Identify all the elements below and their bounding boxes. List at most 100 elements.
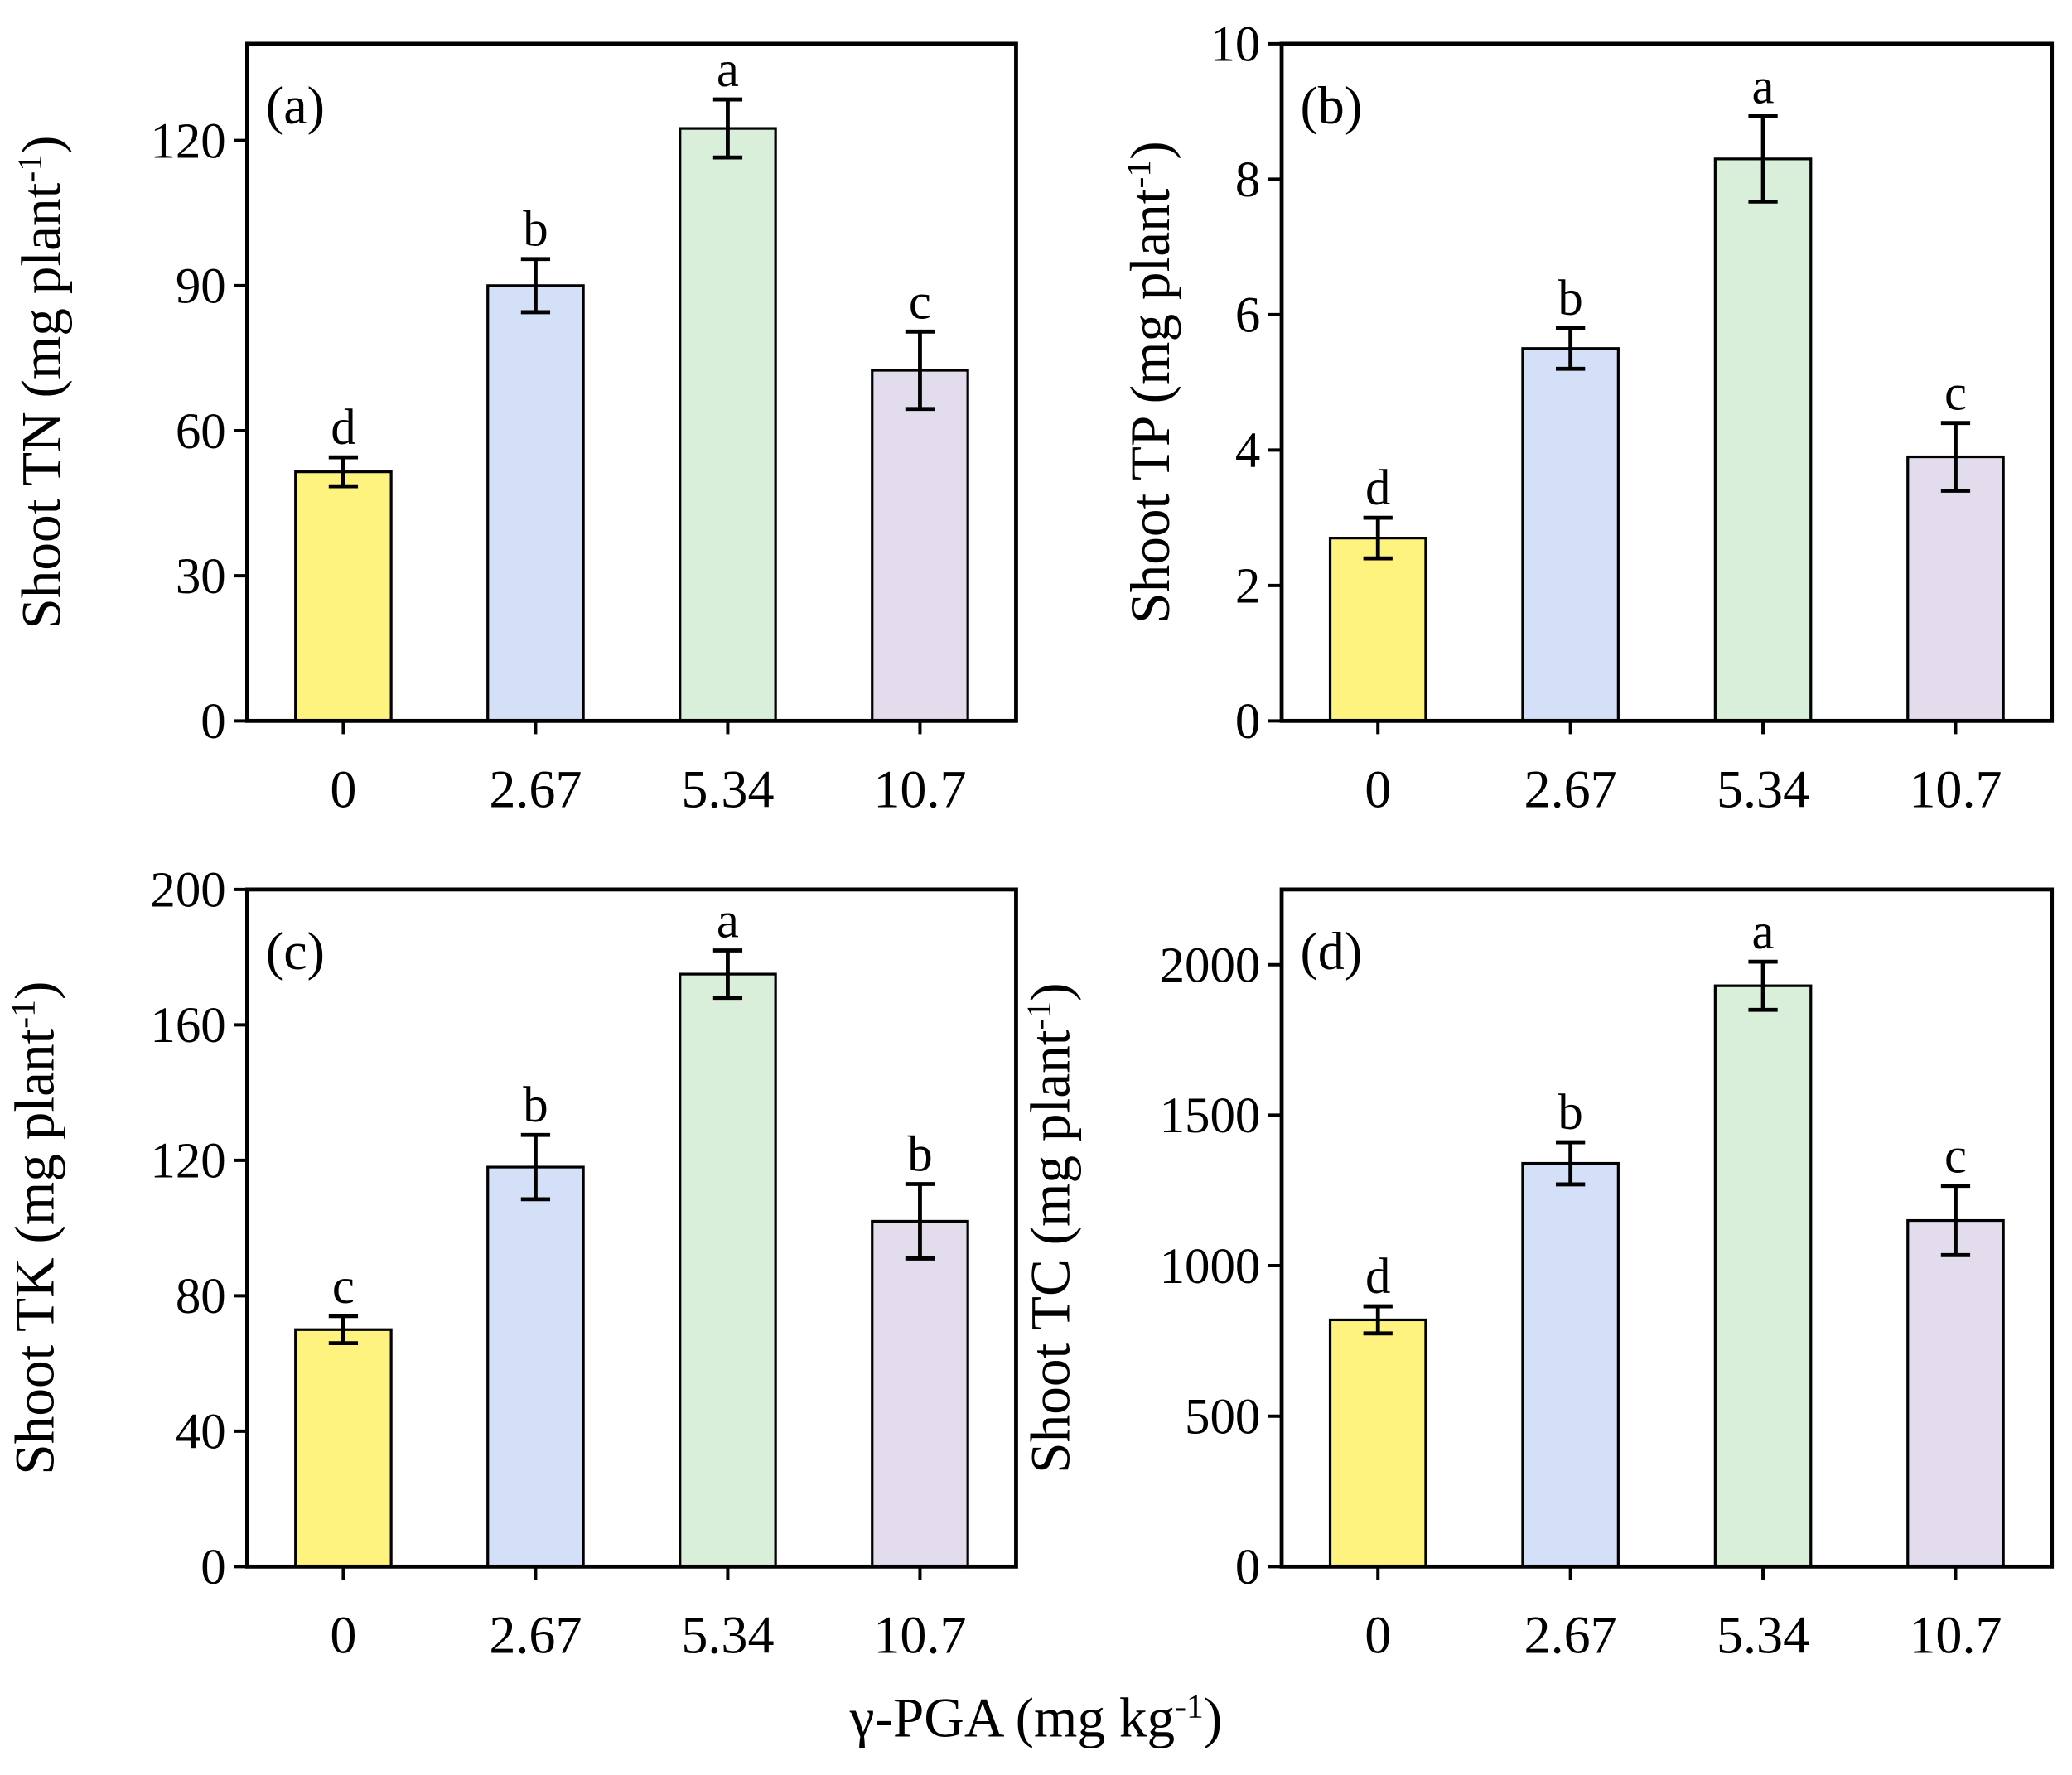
bar xyxy=(871,369,969,722)
x-tick-label: 2.67 xyxy=(1524,760,1617,819)
y-label-end: ) xyxy=(3,982,65,1000)
x-tick-label: 5.34 xyxy=(681,760,774,819)
y-tick-label: 90 xyxy=(176,259,226,315)
error-bar xyxy=(520,1132,551,1202)
y-tick-label: 80 xyxy=(176,1269,226,1324)
y-tick-label: 10 xyxy=(1210,17,1260,73)
bar xyxy=(871,1219,969,1568)
panel: 0 40 80 120 160 200 c 0 b 2.67 a 5.34 b 10.7 (c) Shoot … xyxy=(3,863,1018,1665)
x-tick-label: 0 xyxy=(330,1606,356,1665)
y-label-sup: -1 xyxy=(11,154,49,183)
y-tick-label: 160 xyxy=(150,998,225,1054)
x-tick-label: 0 xyxy=(1364,1606,1391,1665)
x-tick-label: 2.67 xyxy=(489,760,582,819)
y-label-text: Shoot TP (mg plant xyxy=(1119,188,1181,624)
significance-letter: d xyxy=(1365,461,1390,516)
y-label-text: Shoot TC (mg plant xyxy=(1020,1030,1082,1474)
x-tick-label: 0 xyxy=(330,760,356,819)
y-tick-label: 1000 xyxy=(1160,1239,1261,1295)
bar xyxy=(1713,984,1813,1568)
x-tick-label: 10.7 xyxy=(873,760,966,819)
x-tick-label: 5.34 xyxy=(1717,760,1809,819)
y-tick-label: 120 xyxy=(150,1134,225,1189)
significance-letter: a xyxy=(717,893,739,948)
bar xyxy=(679,127,777,722)
significance-letter: b xyxy=(1558,271,1582,326)
plot-frame xyxy=(245,887,1018,1569)
significance-letter: a xyxy=(1752,59,1775,114)
x-tick-label: 10.7 xyxy=(873,1606,966,1665)
y-tick-label: 2 xyxy=(1235,559,1260,615)
y-label-sup: -1 xyxy=(1120,160,1158,189)
bar xyxy=(1328,1318,1427,1568)
panel-label: (c) xyxy=(266,922,325,981)
significance-letter: b xyxy=(523,202,548,258)
y-tick-label: 0 xyxy=(200,1540,225,1595)
error-bar xyxy=(1748,959,1778,1012)
bar xyxy=(486,1165,585,1568)
y-tick-label: 40 xyxy=(176,1405,226,1460)
error-bar xyxy=(1940,421,1971,493)
y-tick-label: 0 xyxy=(1235,1540,1260,1595)
y-tick-label: 500 xyxy=(1185,1390,1260,1445)
significance-letter: b xyxy=(523,1078,548,1133)
bar xyxy=(1906,455,2005,722)
significance-letter: d xyxy=(1365,1249,1390,1305)
significance-letter: a xyxy=(717,42,739,98)
y-axis-label: Shoot TN (mg plant-1) xyxy=(10,136,72,629)
panel-label: (d) xyxy=(1300,922,1362,981)
panel: 0 30 60 90 120 d 0 b 2.67 a 5.34 c 10.7 (a) Shoot TN (… xyxy=(10,41,1018,819)
error-bar xyxy=(1940,1184,1971,1257)
x-tick-label: 2.67 xyxy=(1524,1606,1617,1665)
x-label-end: ) xyxy=(1204,1687,1222,1749)
y-tick-label: 6 xyxy=(1235,288,1260,344)
bar xyxy=(1521,347,1620,722)
bar xyxy=(1906,1218,2005,1568)
y-label-end: ) xyxy=(1020,982,1082,1001)
significance-letter: c xyxy=(909,274,931,330)
y-tick-label: 2000 xyxy=(1160,938,1261,994)
x-tick-label: 0 xyxy=(1364,760,1391,819)
y-axis-label: Shoot TC (mg plant-1) xyxy=(1020,982,1082,1473)
significance-letter: b xyxy=(907,1126,932,1182)
error-bar xyxy=(905,329,935,412)
x-tick-label: 10.7 xyxy=(1909,1606,2002,1665)
error-bar xyxy=(520,257,551,315)
x-tick-label: 2.67 xyxy=(489,1606,582,1665)
error-bar xyxy=(328,455,359,489)
panel-label: (b) xyxy=(1300,76,1362,135)
x-axis-label: γ-PGA (mg kg-1) xyxy=(849,1687,1223,1749)
bar xyxy=(486,284,585,722)
y-tick-label: 4 xyxy=(1235,423,1260,479)
bar xyxy=(1521,1161,1620,1568)
error-bar xyxy=(712,97,743,160)
bar xyxy=(679,972,777,1568)
y-label-text: Shoot TK (mg plant xyxy=(3,1028,65,1474)
y-tick-label: 1500 xyxy=(1160,1088,1261,1144)
y-axis-label: Shoot TK (mg plant-1) xyxy=(3,982,65,1475)
bar xyxy=(1713,157,1813,722)
bar xyxy=(1328,537,1427,722)
y-label-sup: -1 xyxy=(4,1000,42,1029)
y-label-end: ) xyxy=(1119,141,1181,159)
error-bar xyxy=(328,1314,359,1345)
significance-letter: d xyxy=(331,400,355,456)
error-bar xyxy=(905,1182,935,1261)
error-bar xyxy=(1363,1304,1393,1336)
panel: 0 2 4 6 8 10 d 0 b 2.67 a 5.34 c 10.7 (b) Shoot TP (mg … xyxy=(1119,17,2055,819)
bar xyxy=(294,1328,393,1568)
plot-frame xyxy=(245,41,1018,723)
error-bar xyxy=(1556,326,1586,371)
y-tick-label: 8 xyxy=(1235,152,1260,208)
error-bar xyxy=(1556,1140,1586,1187)
significance-letter: c xyxy=(332,1259,355,1314)
y-label-sup: -1 xyxy=(1021,1001,1059,1030)
x-label-sup: -1 xyxy=(1175,1688,1204,1726)
plot-frame xyxy=(1279,887,2055,1569)
significance-letter: c xyxy=(1944,1129,1967,1184)
y-tick-label: 60 xyxy=(176,404,226,460)
significance-letter: c xyxy=(1944,366,1967,422)
y-tick-label: 0 xyxy=(1235,694,1260,750)
panel: 0 500 1000 1500 2000 d 0 b 2.67 a 5.34 c 10.7 (d) Shoo… xyxy=(1020,887,2055,1665)
